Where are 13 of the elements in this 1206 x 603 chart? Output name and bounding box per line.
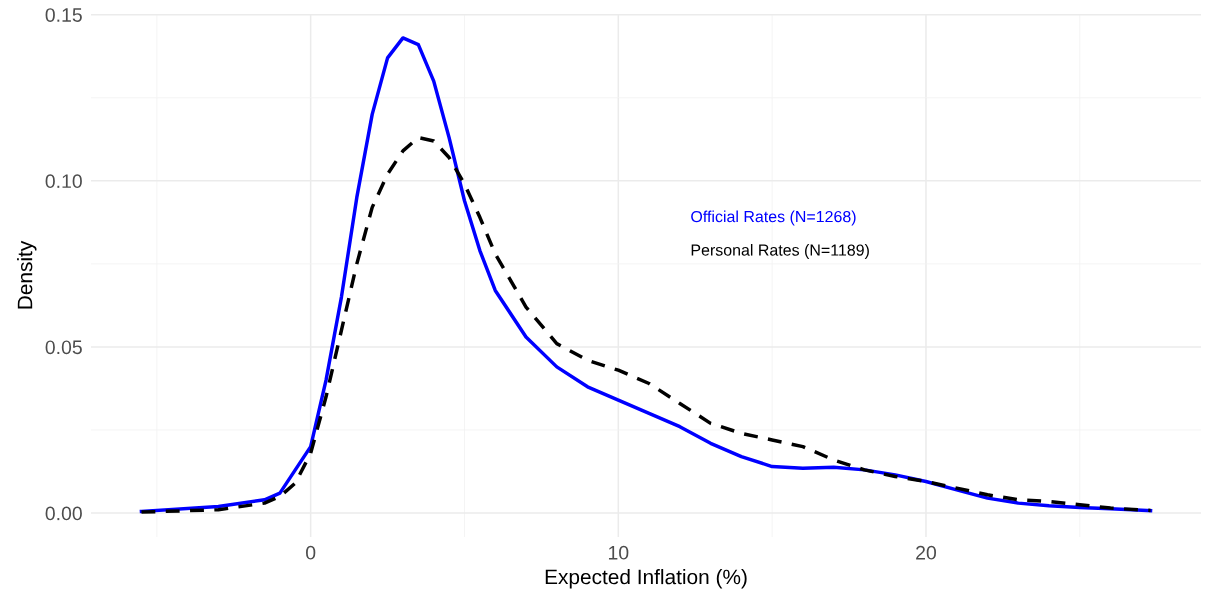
x-tick-label: 0: [306, 545, 316, 560]
x-axis-title: Expected Inflation (%): [545, 569, 747, 589]
x-tick-label: 10: [608, 545, 629, 560]
y-axis-title: Density: [17, 240, 37, 309]
line-series: [139, 135, 1153, 514]
text: Personal Rates (N=1189): [691, 244, 869, 259]
y-tick-label: 0.00: [45, 506, 82, 521]
x-tick-label: 20: [916, 545, 937, 560]
y-tick-label: 0.05: [45, 340, 82, 355]
y-tick-label: 0.15: [45, 8, 82, 22]
line-series: [139, 36, 1153, 514]
y-tick-label: 0.10: [45, 174, 82, 189]
text: Official Rates (N=1268): [691, 210, 856, 226]
